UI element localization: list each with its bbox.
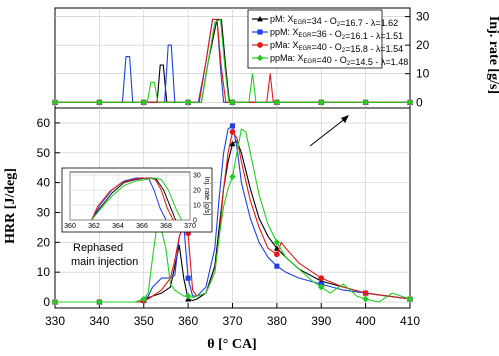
hrr-point-ppma	[184, 292, 192, 300]
hrr-point-ppma	[317, 283, 325, 291]
x-tick-label: 390	[311, 314, 331, 328]
inset-y-axis-label: Inj. rate [g/s]	[203, 177, 210, 216]
hrr-point-ppma	[96, 298, 103, 306]
y-tick-label: 40	[37, 176, 51, 190]
hrr-panel-ticks: 330 340 350 360 370 380 390 400 410 0 10 20 30 40 50 60	[37, 116, 421, 328]
inset-y-tick-label: 30	[193, 173, 201, 180]
inj-line-ppm	[55, 18, 410, 103]
y-tick-label: 30	[37, 205, 51, 219]
inset-y-tick-label: 10	[193, 203, 201, 210]
legend-entry-pma: pMa: XEGR=40 - O2=15.8 - λ=1.54	[270, 40, 403, 54]
inj-point-ppma	[406, 98, 414, 106]
inset-y-tick-label: 20	[193, 188, 201, 195]
hrr-point-ppma	[51, 298, 59, 306]
inset-x-tick-label: 364	[112, 223, 124, 230]
inj-line-ppma	[55, 18, 410, 103]
hrr-point-pma	[362, 290, 369, 296]
inset-x-tick-label: 370	[184, 223, 196, 230]
annotation-main-injection: main injection	[71, 256, 138, 268]
annotation-rephased: Rephased	[73, 242, 123, 254]
legend-entry-ppma: ppMa: XEGR=40 - O2=14.5 - λ=1.48	[270, 53, 408, 67]
x-tick-label: 330	[45, 314, 65, 328]
x-axis-label: θ [° CA]	[207, 337, 256, 352]
inj-y-tick-label: 0	[416, 95, 423, 109]
x-tick-label: 360	[178, 314, 198, 328]
injection-panel-series	[51, 18, 414, 106]
y-tick-label: 0	[43, 295, 50, 309]
inset-line-ppma	[91, 177, 183, 221]
hrr-line-pma	[55, 131, 411, 303]
hrr-y-axis-label: HRR [J/deg]	[3, 168, 18, 244]
legend-entry-ppm: ppM: XEGR=36 - O2=16.1 - λ=1.51	[270, 27, 403, 41]
inset-series	[91, 177, 183, 221]
inset-y-tick-label: 0	[193, 218, 197, 225]
inset-x-tick-label: 366	[136, 223, 148, 230]
inj-point-ppma	[51, 98, 59, 106]
arrow-annotation	[309, 115, 349, 147]
inset-x-tick-label: 360	[64, 223, 76, 230]
inj-point-ppma	[273, 98, 281, 106]
x-tick-label: 410	[400, 314, 420, 328]
x-tick-label: 400	[356, 314, 376, 328]
y-tick-label: 20	[37, 235, 51, 249]
inset-x-tick-label: 362	[88, 223, 100, 230]
hrr-point-ppma	[140, 295, 148, 303]
hrr-point-ppma	[406, 295, 414, 303]
x-tick-label: 370	[222, 314, 242, 328]
inj-point-ppma	[96, 98, 103, 106]
y-tick-label: 50	[37, 146, 51, 160]
legend-marker-pma	[257, 42, 263, 48]
x-tick-label: 380	[267, 314, 287, 328]
inj-line-pma	[55, 18, 410, 103]
legend-box	[247, 9, 383, 69]
x-tick-label: 350	[134, 314, 154, 328]
inset-line-pma	[91, 177, 174, 221]
hrr-point-ppm	[274, 263, 280, 269]
y-tick-label: 10	[37, 265, 51, 279]
inj-point-ppma	[317, 98, 325, 106]
legend-marker-pm	[257, 16, 263, 22]
hrr-point-ppma	[229, 173, 236, 180]
y-tick-label: 60	[37, 116, 51, 130]
hrr-point-ppma	[273, 239, 281, 246]
hrr-point-pma	[229, 129, 236, 135]
hrr-line-ppma	[55, 128, 411, 303]
hrr-point-pma	[274, 251, 280, 258]
inj-y-tick-label: 20	[416, 38, 430, 52]
hrr-point-pm	[229, 140, 236, 147]
inj-y-tick-label: 10	[416, 67, 430, 81]
hrr-point-pma	[318, 275, 325, 281]
inj-y-tick-label: 30	[416, 10, 430, 24]
inj-point-ppma	[140, 98, 148, 106]
hrr-panel-series	[51, 123, 414, 306]
hrr-point-ppm	[229, 123, 236, 129]
inset-x-tick-label: 368	[160, 223, 172, 230]
inj-point-ppma	[229, 98, 236, 106]
injection-panel-y-ticks: 0 10 20 30	[405, 10, 430, 109]
legend-marker-ppma	[256, 54, 264, 62]
hrr-point-ppma	[362, 295, 369, 303]
hrr-point-ppm	[185, 275, 191, 281]
injection-y-axis-label: Inj. rate [g/s]	[486, 16, 499, 94]
inj-point-ppma	[184, 98, 192, 106]
hrr-line-ppm	[55, 125, 411, 303]
x-tick-label: 340	[89, 314, 109, 328]
inj-point-ppma	[362, 98, 369, 106]
legend-entry-pm: pM: XEGR=34 - O2=16.7 - λ=1.62	[270, 14, 398, 28]
legend-marker-ppm	[257, 29, 263, 35]
